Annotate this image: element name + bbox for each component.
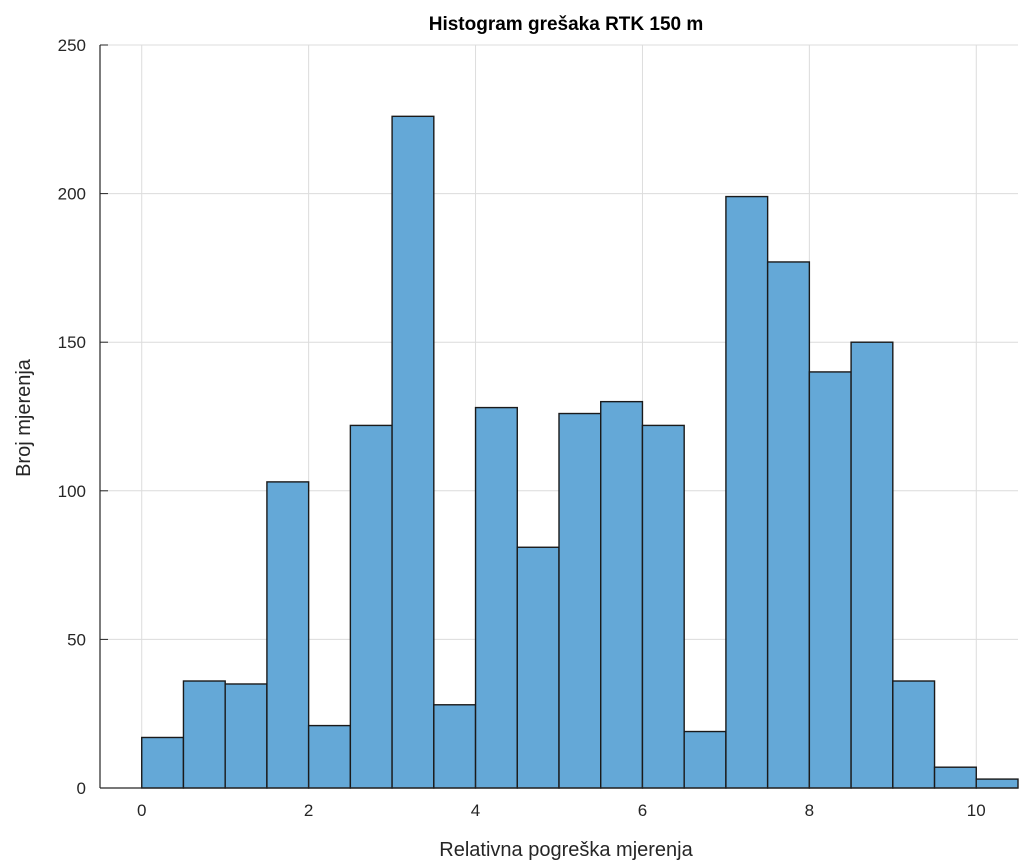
histogram-bar [307,724,352,789]
histogram-bar [474,406,518,789]
x-axis-ticks: 0 2 4 6 8 10 [137,780,986,820]
x-tick-label: 10 [967,801,986,820]
y-axis-ticks: 0 50 100 150 200 250 [58,36,108,798]
chart-title: Histogram grešaka RTK 150 m [429,14,704,35]
x-tick-label: 6 [638,801,647,820]
x-tick-label: 2 [304,801,313,820]
histogram-bar [683,730,727,789]
histogram-bar [266,481,310,789]
histogram-bar [892,680,936,789]
histogram-bar [600,400,644,789]
histogram-bar [141,736,185,789]
histogram-bar [808,371,852,789]
y-tick-label: 250 [58,36,86,55]
x-tick-label: 0 [137,801,146,820]
axes [99,45,1018,789]
x-tick-label: 8 [805,801,814,820]
y-axis-label: Broj mjerenja [13,358,35,477]
histogram-bar [182,680,226,789]
histogram-bar [558,412,602,789]
y-tick-label: 50 [67,630,86,649]
histogram-bars [141,115,1019,789]
histogram-bar [391,115,435,789]
y-tick-label: 100 [58,482,86,501]
y-tick-label: 200 [58,185,86,204]
histogram-bar [349,424,393,789]
histogram-bar [725,195,769,789]
histogram-bar [933,766,977,789]
histogram-bar [516,546,560,789]
histogram-bar [850,341,894,789]
x-tick-label: 4 [471,801,480,820]
histogram-bar [224,683,268,789]
x-axis-label: Relativna pogreška mjerenja [439,839,693,861]
histogram-bar [433,704,477,789]
y-tick-label: 0 [77,779,86,798]
histogram-bar [975,778,1019,789]
histogram-bar [766,261,811,789]
histogram-bar [641,424,685,789]
y-tick-label: 150 [58,333,86,352]
